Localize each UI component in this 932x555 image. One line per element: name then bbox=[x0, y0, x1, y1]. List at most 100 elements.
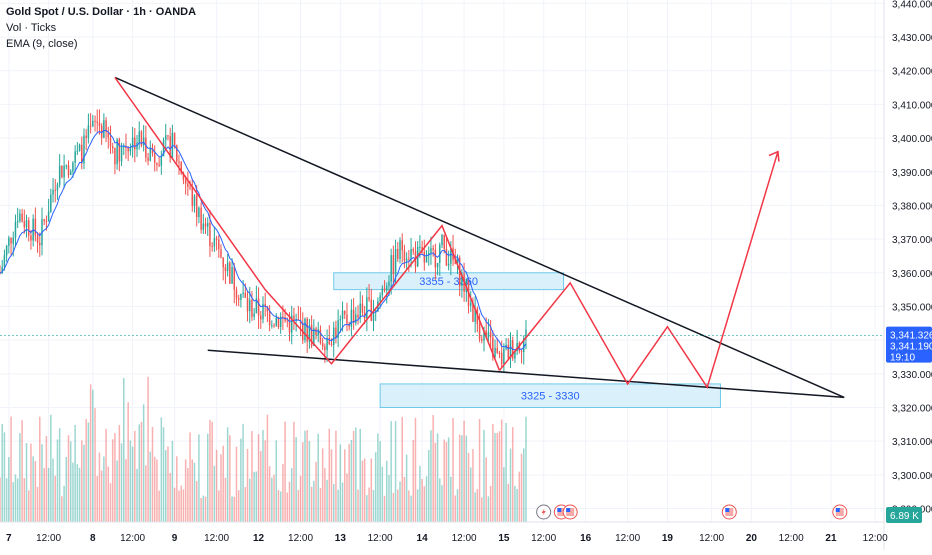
volume-indicator-label[interactable]: Vol · Ticks bbox=[6, 22, 57, 34]
volume-bar bbox=[302, 442, 304, 522]
candle-body bbox=[277, 317, 280, 327]
volume-bar bbox=[226, 427, 229, 522]
x-tick-label: 12:00 bbox=[368, 533, 393, 544]
volume-bar bbox=[332, 483, 335, 522]
candle-body bbox=[142, 137, 145, 146]
volume-bar bbox=[260, 451, 262, 522]
candle-body bbox=[237, 298, 240, 300]
candle-body bbox=[483, 330, 485, 341]
candle-body bbox=[425, 254, 428, 263]
candle-body bbox=[361, 303, 364, 313]
volume-bar bbox=[271, 477, 273, 522]
flag-canton bbox=[835, 508, 840, 512]
volume-bar bbox=[416, 489, 419, 522]
candle-body bbox=[111, 146, 114, 149]
candle-body bbox=[248, 300, 251, 312]
y-tick-label: 3,410.000 bbox=[892, 100, 932, 111]
ema-path bbox=[0, 129, 527, 351]
volume-bar bbox=[198, 434, 200, 522]
trendlines[interactable] bbox=[114, 76, 845, 399]
x-tick-label: 12:00 bbox=[863, 533, 888, 544]
volume-bar bbox=[461, 435, 463, 522]
candle-body bbox=[202, 223, 205, 230]
volume-bar bbox=[386, 460, 388, 522]
arrow-head bbox=[768, 150, 780, 162]
volume-bar bbox=[246, 449, 249, 522]
volume-bar bbox=[262, 429, 264, 522]
candle-body bbox=[140, 131, 143, 146]
volume-bar bbox=[346, 473, 348, 522]
volume-bar bbox=[231, 496, 233, 522]
volume-bar bbox=[403, 477, 406, 522]
candle-body bbox=[145, 137, 147, 158]
volume-bar bbox=[319, 488, 322, 522]
projection-drawing[interactable] bbox=[114, 77, 780, 390]
candle-body bbox=[178, 161, 180, 163]
volume-bar bbox=[193, 462, 196, 522]
candle-body bbox=[357, 314, 359, 318]
countdown-label: 19:10 bbox=[890, 353, 915, 364]
y-axis[interactable]: 3,290.0003,300.0003,310.0003,320.0003,33… bbox=[883, 0, 932, 550]
x-tick-label: 19 bbox=[662, 533, 674, 544]
candle-body bbox=[240, 293, 242, 300]
candle-body bbox=[335, 327, 337, 338]
candle-body bbox=[56, 184, 59, 191]
volume-bar bbox=[147, 376, 149, 522]
grid bbox=[0, 0, 884, 522]
candle-body bbox=[337, 320, 339, 338]
candle-body bbox=[507, 344, 510, 359]
trendline bbox=[207, 349, 845, 399]
volume-bar bbox=[284, 421, 286, 522]
y-tick-label: 3,320.000 bbox=[892, 403, 932, 414]
candle-body bbox=[182, 173, 185, 180]
candle-body bbox=[244, 292, 247, 298]
flag-canton bbox=[566, 508, 571, 512]
y-tick-label: 3,360.000 bbox=[892, 269, 932, 280]
candle-body bbox=[52, 189, 54, 195]
candle-body bbox=[233, 267, 236, 290]
volume-bar bbox=[476, 489, 479, 522]
candle-body bbox=[116, 139, 118, 165]
volume-bar bbox=[397, 489, 399, 522]
candle-body bbox=[173, 132, 176, 146]
symbol-title[interactable]: Gold Spot / U.S. Dollar · 1h · OANDA bbox=[6, 6, 197, 18]
volume-bar bbox=[180, 485, 182, 522]
x-tick-label: 16 bbox=[580, 533, 592, 544]
candle-body bbox=[180, 162, 182, 174]
volume-bar bbox=[277, 490, 280, 522]
volume-bar bbox=[374, 452, 377, 522]
last-price-box bbox=[886, 326, 932, 363]
volume-bar bbox=[240, 438, 242, 522]
volume-bar bbox=[218, 490, 220, 522]
candle-body bbox=[441, 234, 443, 246]
volume-bar bbox=[467, 452, 470, 522]
event-icons[interactable] bbox=[536, 504, 848, 520]
volume-bar bbox=[52, 458, 54, 522]
volume-bar bbox=[98, 452, 101, 522]
volume-bar bbox=[456, 489, 459, 522]
volume-bar bbox=[63, 485, 65, 522]
y-tick-label: 3,380.000 bbox=[892, 201, 932, 212]
x-axis[interactable]: 7 12:00 8 12:00 9 12:00 12 12:00 13 12:00 14 12:00 1… bbox=[0, 521, 888, 544]
candle-body bbox=[370, 299, 373, 321]
volume-bar bbox=[8, 457, 10, 522]
volume-bar bbox=[359, 428, 361, 522]
volume-bar bbox=[288, 481, 291, 522]
candle-body bbox=[489, 332, 492, 338]
volume-bar bbox=[489, 485, 492, 522]
candle-body bbox=[288, 320, 291, 333]
volume-bar bbox=[220, 454, 222, 522]
volume-bar bbox=[153, 456, 156, 522]
candle-body bbox=[65, 165, 68, 167]
volume-bar bbox=[330, 449, 333, 522]
volume-bar bbox=[5, 478, 8, 522]
candle-body bbox=[224, 267, 227, 272]
volume-bar bbox=[136, 468, 138, 522]
candle-body bbox=[514, 351, 516, 359]
volume-bar bbox=[454, 495, 457, 522]
candle-body bbox=[147, 157, 149, 161]
ema-indicator-label[interactable]: EMA (9, close) bbox=[6, 38, 78, 50]
candle-body bbox=[153, 153, 156, 163]
